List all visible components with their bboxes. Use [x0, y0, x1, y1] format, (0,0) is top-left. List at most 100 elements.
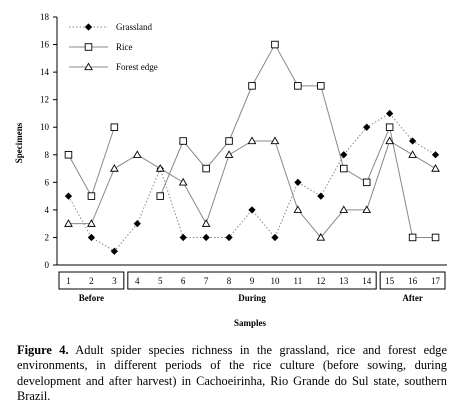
legend-marker: [84, 43, 93, 51]
legend-item-grassland: Grassland: [69, 22, 152, 32]
x-tick-label: 5: [158, 276, 163, 286]
x-tick-label: 2: [89, 276, 94, 286]
x-tick-label: 11: [294, 276, 303, 286]
data-point-forest-edge: [201, 219, 211, 227]
data-point-forest-edge: [87, 219, 96, 227]
data-point-grassland: [64, 192, 73, 200]
y-tick-label: 18: [40, 12, 50, 22]
x-tick-label: 6: [181, 276, 186, 286]
data-point-grassland: [294, 178, 302, 186]
data-point-rice: [179, 137, 187, 145]
series-line-grassland: [68, 112, 436, 252]
data-point-grassland: [271, 233, 279, 242]
figure-caption: Figure 4. Adult spider species richness …: [17, 343, 447, 405]
data-point-grassland: [87, 233, 96, 242]
x-tick-label: 13: [339, 276, 349, 286]
y-tick-label: 0: [45, 260, 50, 270]
data-point-forest-edge: [385, 136, 395, 145]
data-point-grassland: [408, 137, 417, 145]
series-rice: [64, 40, 440, 242]
data-point-rice: [408, 233, 417, 242]
data-point-forest-edge: [64, 219, 73, 227]
data-point-forest-edge: [155, 164, 165, 172]
x-tick-label: 14: [362, 276, 372, 286]
legend-label: Rice: [116, 42, 133, 52]
legend-label: Grassland: [116, 22, 152, 32]
segment-box-before: [58, 271, 125, 290]
data-point-forest-edge: [293, 205, 303, 214]
data-point-forest-edge: [316, 232, 326, 241]
data-point-grassland: [110, 247, 118, 255]
data-point-grassland: [133, 220, 141, 228]
legend-item-forest-edge: Forest edge: [69, 62, 158, 72]
x-axis-label: Samples: [234, 318, 267, 328]
y-tick-label: 8: [45, 150, 50, 160]
data-point-grassland: [202, 233, 210, 242]
data-point-grassland: [363, 123, 371, 131]
data-point-rice: [271, 40, 279, 49]
x-tick-label: 17: [431, 276, 441, 286]
data-point-rice: [110, 123, 119, 131]
data-point-rice: [294, 82, 302, 90]
x-tick-label: 1: [66, 276, 71, 286]
x-tick-label: 12: [316, 276, 325, 286]
data-point-grassland: [386, 109, 394, 118]
data-point-rice: [64, 151, 73, 159]
y-tick-label: 10: [40, 122, 50, 132]
x-tick-label: 8: [227, 276, 232, 286]
chart-axes: [56, 17, 447, 266]
data-point-grassland: [179, 233, 187, 242]
legend-marker: [84, 23, 93, 31]
data-point-forest-edge: [224, 150, 234, 158]
chart-legend: Grassland Rice Forest edge: [69, 22, 158, 72]
y-tick-label: 12: [40, 95, 49, 105]
caption-text: Adult spider species richness in the gra…: [17, 343, 447, 404]
data-point-grassland: [225, 233, 233, 242]
data-point-grassland: [317, 192, 325, 200]
x-tick-label: 16: [408, 276, 418, 286]
data-point-grassland: [248, 206, 256, 214]
caption-figure-label: Figure 4.: [17, 343, 69, 357]
segment-box-after: [379, 271, 446, 290]
series-grassland: [64, 109, 440, 255]
x-tick-label: 15: [385, 276, 395, 286]
legend-item-rice: Rice: [69, 42, 133, 52]
data-point-rice: [362, 178, 371, 187]
y-axis-label: Specimens: [14, 122, 24, 163]
data-point-rice: [248, 82, 256, 90]
data-point-rice: [317, 82, 325, 90]
data-point-forest-edge: [431, 164, 440, 172]
series-layer: [64, 40, 440, 255]
data-point-rice: [225, 137, 233, 145]
y-tick-label: 16: [40, 40, 50, 50]
x-tick-label: 7: [204, 276, 209, 286]
data-point-forest-edge: [109, 164, 119, 172]
segment-label-before: Before: [79, 293, 104, 303]
legend-label: Forest edge: [116, 62, 158, 72]
y-tick-label: 4: [45, 205, 50, 215]
data-point-rice: [385, 123, 394, 131]
y-tick-label: 14: [40, 67, 50, 77]
data-point-grassland: [431, 151, 440, 159]
x-tick-label: 4: [135, 276, 140, 286]
y-tick-label: 6: [45, 177, 50, 187]
data-point-forest-edge: [362, 205, 372, 214]
data-point-forest-edge: [339, 205, 349, 214]
legend-marker: [84, 62, 93, 71]
segment-box-during: [127, 271, 377, 290]
data-point-rice: [202, 164, 210, 173]
data-point-rice: [156, 192, 164, 200]
data-point-forest-edge: [178, 177, 188, 186]
data-point-forest-edge: [132, 150, 142, 158]
data-point-rice: [431, 233, 440, 242]
segment-label-during: During: [238, 293, 266, 303]
data-point-forest-edge: [270, 136, 280, 145]
segment-label-after: After: [402, 293, 422, 303]
series-forest-edge: [64, 136, 440, 241]
data-point-rice: [340, 164, 348, 173]
data-point-grassland: [340, 151, 348, 159]
y-tick-label: 2: [45, 232, 50, 242]
data-point-forest-edge: [247, 136, 257, 145]
